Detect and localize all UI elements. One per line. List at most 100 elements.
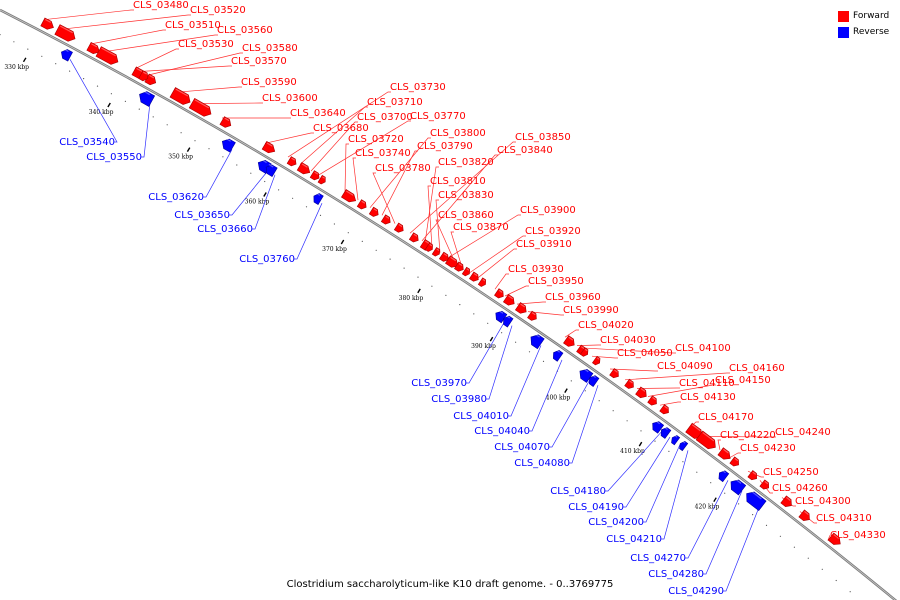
gene-cls-03990 [527, 310, 537, 321]
gene-cls-03920 [469, 271, 479, 282]
gene-cls-03640 [219, 116, 232, 128]
gene-label-cls-03540: CLS_03540 [59, 137, 115, 148]
gene-label-cls-03770: CLS_03770 [410, 111, 466, 122]
gene-cls-03820 [424, 242, 433, 252]
gene-label-cls-03620: CLS_03620 [148, 192, 204, 203]
gene-label-cls-03840: CLS_03840 [497, 145, 553, 156]
gene-cls-03860 [453, 261, 464, 272]
gene-label-cls-04190: CLS_04190 [568, 502, 624, 513]
gene-cls-04330 [827, 532, 841, 545]
kbp-tick-mark [564, 388, 568, 393]
kbp-tick-mark [22, 57, 27, 63]
gene-cls-03790 [380, 214, 391, 225]
genome-backbone [0, 8, 898, 600]
gene-cls-04080 [588, 374, 600, 387]
gene-label-cls-04020: CLS_04020 [578, 320, 634, 331]
gene-cls-03560 [95, 46, 119, 65]
gene-cls-04180 [652, 420, 665, 434]
gene-label-cls-03640: CLS_03640 [290, 108, 346, 119]
gene-cls-03540 [61, 48, 73, 62]
gene-label-cls-03560: CLS_03560 [217, 25, 273, 36]
gene-label-cls-04290: CLS_04290 [668, 586, 724, 597]
gene-label-cls-04310: CLS_04310 [816, 513, 872, 524]
gene-cls-03950 [502, 294, 515, 306]
gene-cls-04290 [746, 489, 767, 512]
gene-cls-03800 [368, 206, 379, 217]
gene-label-cls-04150: CLS_04150 [715, 375, 771, 386]
gene-label-cls-03650: CLS_03650 [174, 210, 230, 221]
gene-cls-04190 [660, 426, 672, 439]
kbp-tick-mark [107, 102, 111, 108]
kbp-tick-label: 420 kbp [695, 504, 720, 511]
gene-cls-04220 [717, 447, 731, 460]
legend-swatch-reverse [838, 26, 849, 38]
gene-label-cls-04170: CLS_04170 [698, 412, 754, 423]
gene-label-cls-03800: CLS_03800 [430, 128, 486, 139]
gene-label-cls-04070: CLS_04070 [494, 442, 550, 453]
gene-cls-04240 [695, 430, 716, 450]
gene-cls-03680 [261, 141, 276, 154]
gene-cls-03550 [139, 90, 156, 107]
gene-cls-04090 [609, 368, 619, 379]
gene-label-cls-03830: CLS_03830 [438, 190, 494, 201]
legend-label-reverse: Reverse [853, 27, 890, 37]
gene-cls-04150 [647, 395, 657, 406]
gene-label-cls-03570: CLS_03570 [231, 56, 287, 67]
gene-label-cls-03510: CLS_03510 [165, 20, 221, 31]
kbp-tick-label: 380 kbp [399, 295, 424, 302]
gene-cls-03870 [461, 266, 470, 277]
gene-label-cls-04010: CLS_04010 [453, 411, 509, 422]
kbp-tick-label: 360 kbp [245, 199, 270, 206]
gene-label-cls-04330: CLS_04330 [830, 530, 886, 541]
gene-label-cls-04130: CLS_04130 [680, 392, 736, 403]
gene-label-cls-04260: CLS_04260 [772, 483, 828, 494]
gene-label-cls-04160: CLS_04160 [729, 363, 785, 374]
gene-arrows [40, 17, 841, 545]
gene-label-cls-04220: CLS_04220 [720, 430, 776, 441]
gene-cls-03900 [445, 255, 459, 268]
gene-label-cls-03660: CLS_03660 [197, 224, 253, 235]
gene-label-cls-03900: CLS_03900 [520, 205, 576, 216]
gene-label-cls-03860: CLS_03860 [438, 210, 494, 221]
gene-cls-03590 [169, 87, 191, 105]
gene-label-cls-03920: CLS_03920 [525, 226, 581, 237]
gene-cls-03580 [144, 73, 157, 86]
gene-label-cls-03870: CLS_03870 [453, 222, 509, 233]
gene-label-cls-03730: CLS_03730 [390, 82, 446, 93]
gene-label-cls-04200: CLS_04200 [588, 517, 644, 528]
gene-cls-03760 [313, 192, 324, 205]
gene-cls-03600 [188, 97, 212, 117]
gene-label-cls-04300: CLS_04300 [795, 496, 851, 507]
gene-label-cls-04080: CLS_04080 [514, 458, 570, 469]
kbp-tick-label: 410 kbp [620, 448, 645, 455]
gene-label-cls-03740: CLS_03740 [355, 148, 411, 159]
gene-label-cls-03720: CLS_03720 [348, 134, 404, 145]
gene-cls-04250 [747, 470, 757, 481]
gene-label-cls-03960: CLS_03960 [545, 292, 601, 303]
gene-cls-03770 [317, 174, 326, 185]
kbp-tick-label: 340 kbp [89, 109, 114, 116]
gene-label-cls-03520: CLS_03520 [190, 5, 246, 16]
gene-cls-03730 [286, 156, 297, 167]
gene-cls-04110 [635, 386, 647, 399]
position-dots [0, 34, 851, 593]
genome-backbone-highlight [0, 9, 896, 600]
kbp-tick-mark [186, 147, 191, 152]
kbp-tick-mark [638, 441, 643, 447]
gene-cls-03480 [40, 17, 54, 30]
gene-cls-03700 [309, 170, 320, 181]
gene-cls-03910 [477, 277, 487, 287]
gene-cls-03980 [503, 315, 514, 328]
gene-cls-03970 [495, 309, 508, 324]
gene-label-cls-03950: CLS_03950 [528, 276, 584, 287]
legend-swatch-forward [838, 10, 849, 22]
gene-cls-04310 [798, 509, 810, 521]
gene-label-cls-03820: CLS_03820 [438, 157, 494, 168]
gene-cls-04200 [671, 435, 681, 446]
gene-label-cls-03600: CLS_03600 [262, 93, 318, 104]
gene-cls-04070 [579, 367, 594, 383]
gene-cls-04040 [553, 349, 564, 362]
gene-cls-03510 [86, 41, 100, 55]
